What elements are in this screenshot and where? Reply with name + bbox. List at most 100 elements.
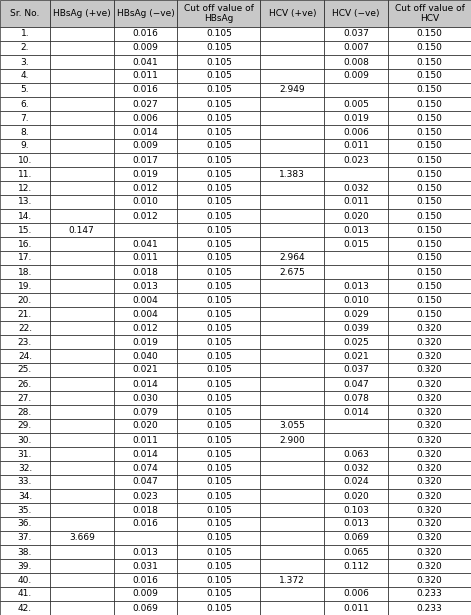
Bar (260, 139, 324, 153)
Text: 0.320: 0.320 (416, 547, 442, 557)
Bar (114, 27, 177, 41)
Bar (324, 489, 388, 503)
Text: 0.105: 0.105 (206, 282, 232, 290)
Bar (324, 111, 388, 125)
Text: 2.949: 2.949 (279, 85, 305, 95)
Bar (324, 181, 388, 195)
Bar (260, 363, 324, 377)
Text: 0.105: 0.105 (206, 533, 232, 542)
Bar (0, 209, 50, 223)
Bar (324, 461, 388, 475)
Bar (177, 0, 260, 27)
Text: 16.: 16. (18, 239, 32, 248)
Text: 0.105: 0.105 (206, 226, 232, 234)
Text: 0.320: 0.320 (416, 338, 442, 346)
Bar (114, 97, 177, 111)
Bar (0, 461, 50, 475)
Text: 38.: 38. (18, 547, 32, 557)
Text: 3.: 3. (21, 57, 29, 66)
Bar (260, 153, 324, 167)
Bar (114, 83, 177, 97)
Bar (177, 447, 260, 461)
Text: 0.011: 0.011 (343, 603, 369, 613)
Bar (114, 545, 177, 559)
Bar (260, 111, 324, 125)
Bar (114, 573, 177, 587)
Text: 0.105: 0.105 (206, 100, 232, 108)
Text: 0.150: 0.150 (416, 141, 442, 151)
Text: 0.320: 0.320 (416, 379, 442, 389)
Bar (177, 97, 260, 111)
Text: 0.320: 0.320 (416, 477, 442, 486)
Bar (388, 475, 471, 489)
Bar (324, 139, 388, 153)
Bar (324, 97, 388, 111)
Bar (0, 349, 50, 363)
Bar (388, 545, 471, 559)
Bar (50, 83, 114, 97)
Bar (50, 531, 114, 545)
Text: 0.013: 0.013 (132, 282, 158, 290)
Bar (114, 321, 177, 335)
Text: 0.011: 0.011 (343, 197, 369, 207)
Text: 31.: 31. (18, 450, 32, 459)
Text: 0.105: 0.105 (206, 491, 232, 501)
Bar (177, 153, 260, 167)
Text: 39.: 39. (18, 561, 32, 571)
Text: 0.010: 0.010 (132, 197, 158, 207)
Bar (388, 601, 471, 615)
Bar (388, 293, 471, 307)
Bar (388, 0, 471, 27)
Bar (324, 279, 388, 293)
Bar (50, 517, 114, 531)
Text: 0.105: 0.105 (206, 590, 232, 598)
Bar (324, 307, 388, 321)
Bar (260, 405, 324, 419)
Bar (388, 69, 471, 83)
Bar (324, 517, 388, 531)
Bar (177, 419, 260, 433)
Text: 37.: 37. (18, 533, 32, 542)
Text: 0.233: 0.233 (416, 590, 442, 598)
Bar (324, 559, 388, 573)
Bar (114, 111, 177, 125)
Text: 1.: 1. (21, 30, 29, 39)
Bar (177, 195, 260, 209)
Bar (260, 279, 324, 293)
Text: 18.: 18. (18, 268, 32, 277)
Text: 21.: 21. (18, 309, 32, 319)
Bar (260, 573, 324, 587)
Text: 0.009: 0.009 (132, 44, 158, 52)
Text: 15.: 15. (18, 226, 32, 234)
Bar (177, 279, 260, 293)
Text: 0.105: 0.105 (206, 156, 232, 164)
Bar (50, 349, 114, 363)
Bar (260, 209, 324, 223)
Text: 0.006: 0.006 (132, 114, 158, 122)
Text: 32.: 32. (18, 464, 32, 472)
Bar (0, 97, 50, 111)
Bar (50, 377, 114, 391)
Text: 0.079: 0.079 (132, 408, 158, 416)
Bar (324, 419, 388, 433)
Text: 0.016: 0.016 (132, 85, 158, 95)
Text: 0.105: 0.105 (206, 408, 232, 416)
Text: 0.105: 0.105 (206, 268, 232, 277)
Bar (388, 573, 471, 587)
Bar (114, 419, 177, 433)
Text: 0.011: 0.011 (132, 71, 158, 81)
Text: 9.: 9. (21, 141, 29, 151)
Bar (260, 475, 324, 489)
Bar (114, 195, 177, 209)
Text: 0.015: 0.015 (343, 239, 369, 248)
Bar (388, 531, 471, 545)
Bar (177, 139, 260, 153)
Text: 0.105: 0.105 (206, 576, 232, 584)
Text: 34.: 34. (18, 491, 32, 501)
Text: 0.105: 0.105 (206, 450, 232, 459)
Bar (388, 447, 471, 461)
Bar (260, 55, 324, 69)
Bar (260, 181, 324, 195)
Bar (177, 363, 260, 377)
Bar (114, 475, 177, 489)
